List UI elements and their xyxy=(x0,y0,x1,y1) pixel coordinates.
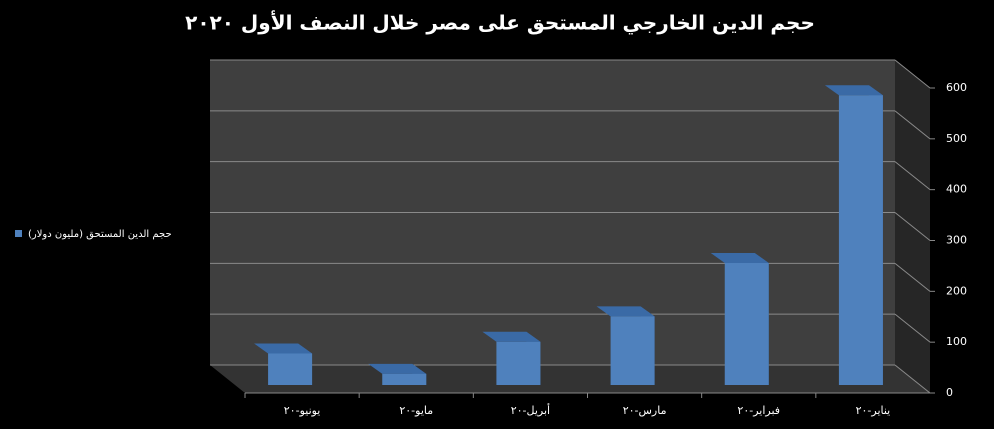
grid-line xyxy=(894,313,931,343)
y-tick-label: 600 xyxy=(946,81,967,94)
bar xyxy=(838,95,883,385)
y-tick-label: 300 xyxy=(946,234,967,247)
legend-swatch xyxy=(15,230,22,237)
y-tick-label: 0 xyxy=(946,386,953,399)
x-tick-label: يونيو-٢٠ xyxy=(284,404,321,417)
x-tick-label: فبراير-٢٠ xyxy=(737,404,780,417)
bar-top xyxy=(254,343,313,354)
floor xyxy=(210,365,930,393)
y-tick-label: 400 xyxy=(946,183,967,196)
x-tick-label: مايو-٢٠ xyxy=(399,404,433,417)
y-tick-label: 100 xyxy=(946,335,967,348)
chart-title: حجم الدين الخارجي المستحق على مصر خلال ا… xyxy=(185,10,815,36)
bar-top xyxy=(596,306,655,317)
bar xyxy=(268,353,313,385)
grid-line xyxy=(894,161,931,191)
grid-line xyxy=(894,59,931,89)
bar xyxy=(724,263,769,385)
bar xyxy=(496,341,541,385)
bar xyxy=(610,316,655,385)
x-tick-label: مارس-٢٠ xyxy=(623,404,667,417)
x-tick-label: يناير-٢٠ xyxy=(856,404,891,417)
grid-line xyxy=(894,212,931,241)
legend-label: حجم الدين المستحق (مليون دولار) xyxy=(28,229,172,240)
bar-top xyxy=(824,85,883,96)
grid-line xyxy=(894,262,931,292)
bar-top xyxy=(368,363,427,374)
grid-line xyxy=(894,110,931,140)
grid-line xyxy=(894,364,931,394)
bar-top xyxy=(710,253,769,263)
bar xyxy=(382,373,427,385)
y-tick-label: 500 xyxy=(946,132,967,145)
bar-top xyxy=(482,331,541,342)
x-tick-label: أبريل-٢٠ xyxy=(511,403,550,417)
y-tick-label: 200 xyxy=(946,284,967,297)
